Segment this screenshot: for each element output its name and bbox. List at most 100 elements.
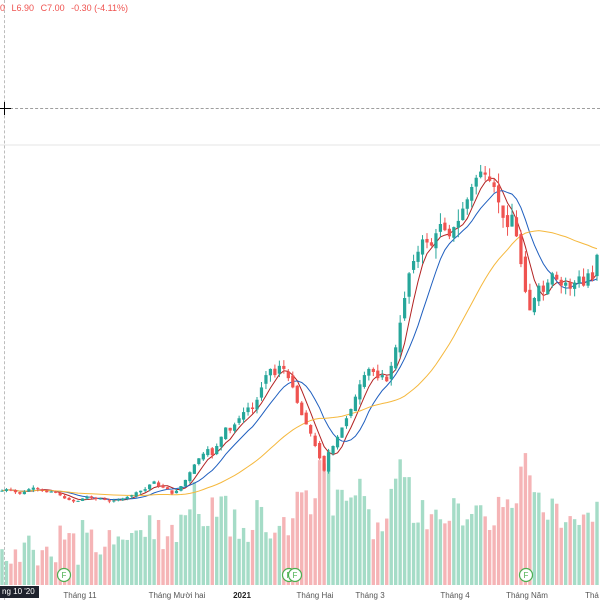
volume-bar (514, 503, 519, 585)
candle (215, 443, 219, 456)
candle-body (0, 490, 4, 492)
volume-bar (474, 505, 478, 585)
candle-body (546, 282, 550, 295)
candle-body (31, 487, 35, 490)
candle (434, 228, 438, 259)
candle (514, 210, 519, 238)
volume-bar (492, 525, 496, 585)
volume-bar (510, 507, 514, 585)
x-axis-tick-label: Tháng Mười hai (149, 591, 206, 600)
candle-body (80, 498, 85, 501)
candle (465, 197, 469, 215)
candle (309, 424, 313, 437)
volume-bar (447, 520, 452, 585)
volume-bar (268, 538, 273, 585)
candle (219, 436, 223, 451)
candle (523, 251, 528, 294)
candle-body (250, 407, 255, 409)
volume-bar (519, 466, 523, 585)
candle (416, 245, 420, 268)
candle (313, 432, 317, 448)
volume-bar (232, 509, 237, 585)
candle-body (54, 491, 58, 493)
candle (398, 315, 402, 358)
volume-bar (40, 550, 44, 585)
volume-bar (367, 509, 371, 585)
candle-body (528, 289, 532, 311)
candle (344, 416, 349, 429)
crosshair-cursor-icon-vertical (4, 102, 5, 115)
candle (528, 283, 532, 311)
volume-bar (537, 492, 541, 585)
volume-bar (349, 497, 353, 585)
candle-body (344, 418, 349, 427)
candle-body (398, 322, 402, 353)
candle-body (425, 238, 429, 243)
volume-bar (130, 533, 134, 585)
event-marker-circle (518, 567, 534, 583)
volume-bar (286, 535, 291, 585)
candle-body (514, 217, 519, 237)
candle-body (318, 442, 322, 459)
volume-bar (586, 512, 590, 585)
volume-bar (174, 542, 179, 585)
candle-body (139, 490, 143, 493)
candle (452, 226, 456, 242)
candle-body (340, 427, 344, 438)
candle-body (103, 498, 107, 500)
candle-body (394, 347, 398, 369)
candle-body (273, 368, 277, 376)
event-markers[interactable]: FFFF (56, 567, 534, 583)
candle-body (452, 227, 456, 238)
candle (233, 422, 237, 434)
candle-body (130, 495, 134, 497)
candle-body (434, 233, 438, 249)
candle (63, 494, 67, 499)
candle (71, 499, 76, 503)
candle (54, 490, 58, 494)
candle-body (371, 368, 375, 372)
candle-body (156, 482, 161, 487)
event-marker[interactable]: F (56, 567, 72, 583)
volume-bar (138, 530, 143, 585)
candle (568, 278, 572, 296)
candle-body (326, 452, 331, 472)
volume-bar (223, 495, 228, 585)
event-marker[interactable]: F (518, 567, 534, 583)
volume-bar (228, 536, 232, 585)
event-marker-circle (287, 567, 303, 583)
candle (353, 394, 358, 412)
candle-body (107, 500, 111, 502)
volume-bar (67, 533, 71, 585)
candlesticks (0, 164, 599, 504)
volume-bar (572, 519, 577, 585)
volume-bar (483, 516, 487, 585)
candle-body (94, 497, 98, 500)
volume-bar (49, 556, 53, 585)
volume-bar (121, 539, 125, 585)
candle (139, 490, 143, 495)
volume-bar (112, 544, 116, 585)
candle (286, 369, 290, 382)
volume-bar (568, 516, 572, 585)
candle-body (483, 172, 487, 175)
event-marker[interactable]: F (287, 567, 303, 583)
candle (121, 497, 125, 501)
volume-bar (532, 492, 537, 585)
candle (201, 451, 205, 461)
volume-bar (179, 514, 183, 585)
volume-bar (18, 561, 22, 585)
candle (505, 205, 510, 236)
volume-bar (331, 515, 335, 585)
candle (250, 402, 255, 414)
candle (170, 490, 174, 495)
crosshair-horizontal-line (0, 108, 600, 109)
candle-body (224, 427, 228, 440)
candle (322, 455, 326, 472)
candle-body (134, 492, 138, 497)
volume-bar (161, 549, 165, 585)
candle (300, 401, 304, 416)
volume-bar (165, 536, 170, 585)
volume-bar (206, 525, 210, 585)
